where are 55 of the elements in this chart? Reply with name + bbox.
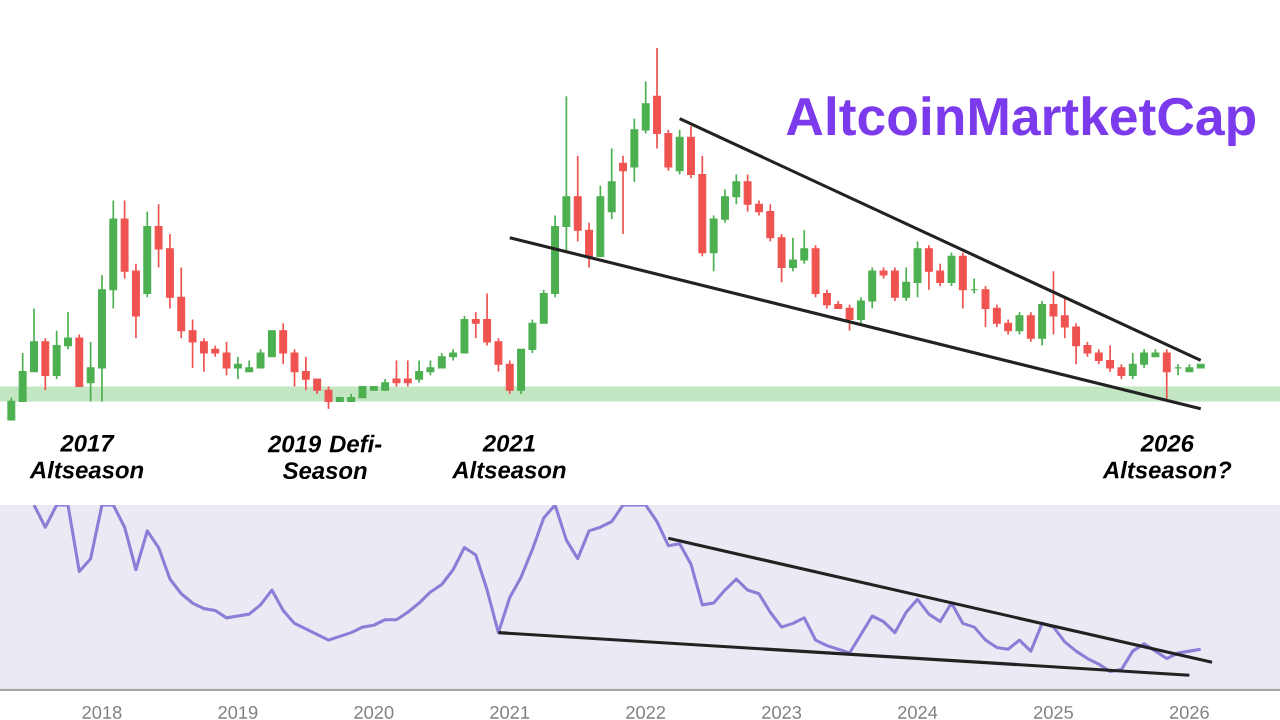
candlestick — [415, 359, 424, 384]
text: 2019 Defi-Season — [267, 434, 382, 480]
candlestick — [856, 296, 865, 325]
candlestick — [743, 173, 752, 213]
candlestick — [924, 244, 933, 291]
text: 2021 Altseason — [451, 434, 566, 479]
candlestick — [981, 285, 990, 328]
candlestick — [1026, 311, 1035, 343]
candlestick — [936, 262, 945, 287]
candlestick — [324, 385, 333, 410]
candlestick — [154, 203, 163, 269]
candlestick — [256, 348, 265, 369]
candlestick — [1072, 322, 1081, 366]
candlestick — [822, 288, 831, 310]
candlestick — [64, 311, 72, 351]
candlestick — [721, 188, 729, 224]
x-tick-label: 2020 — [354, 705, 394, 719]
candlestick — [619, 155, 627, 235]
x-tick-label: 2019 — [218, 705, 258, 719]
candlestick — [403, 359, 412, 388]
text: AltcoinMartketCap — [786, 96, 1256, 147]
candlestick — [902, 266, 911, 302]
text: 2017 Altseason — [29, 434, 144, 479]
candlestick — [845, 303, 854, 332]
candlestick — [788, 236, 797, 273]
candlestick — [199, 337, 208, 373]
candlestick — [301, 355, 310, 392]
candlestick — [1015, 311, 1024, 336]
candlestick — [1049, 270, 1058, 336]
candlestick — [290, 348, 299, 388]
x-tick-label: 2021 — [490, 705, 530, 719]
candlestick — [279, 322, 288, 366]
candlestick — [800, 229, 809, 265]
candlestick — [222, 341, 231, 377]
x-tick-label: 2022 — [626, 705, 666, 719]
candlestick — [188, 318, 197, 369]
x-tick-label: 2026 — [1169, 705, 1209, 719]
x-tick-label: 2025 — [1034, 705, 1074, 719]
candlestick — [1106, 344, 1115, 373]
candlestick — [86, 341, 95, 403]
x-tick-label: 2023 — [762, 705, 802, 719]
candlestick — [992, 303, 1001, 328]
candlestick — [483, 292, 492, 347]
candlestick — [1060, 296, 1069, 339]
candlestick — [1128, 352, 1137, 380]
x-tick-label: 2018 — [82, 705, 122, 719]
candlestick — [1140, 348, 1149, 369]
candlestick — [7, 396, 16, 421]
candlestick — [732, 173, 741, 206]
candlestick — [471, 311, 480, 339]
candlestick — [233, 355, 242, 380]
x-tick-label: 2024 — [898, 705, 938, 719]
text: 2026 Altseason? — [1102, 434, 1232, 479]
candlestick — [392, 359, 401, 388]
candlestick — [494, 337, 503, 373]
